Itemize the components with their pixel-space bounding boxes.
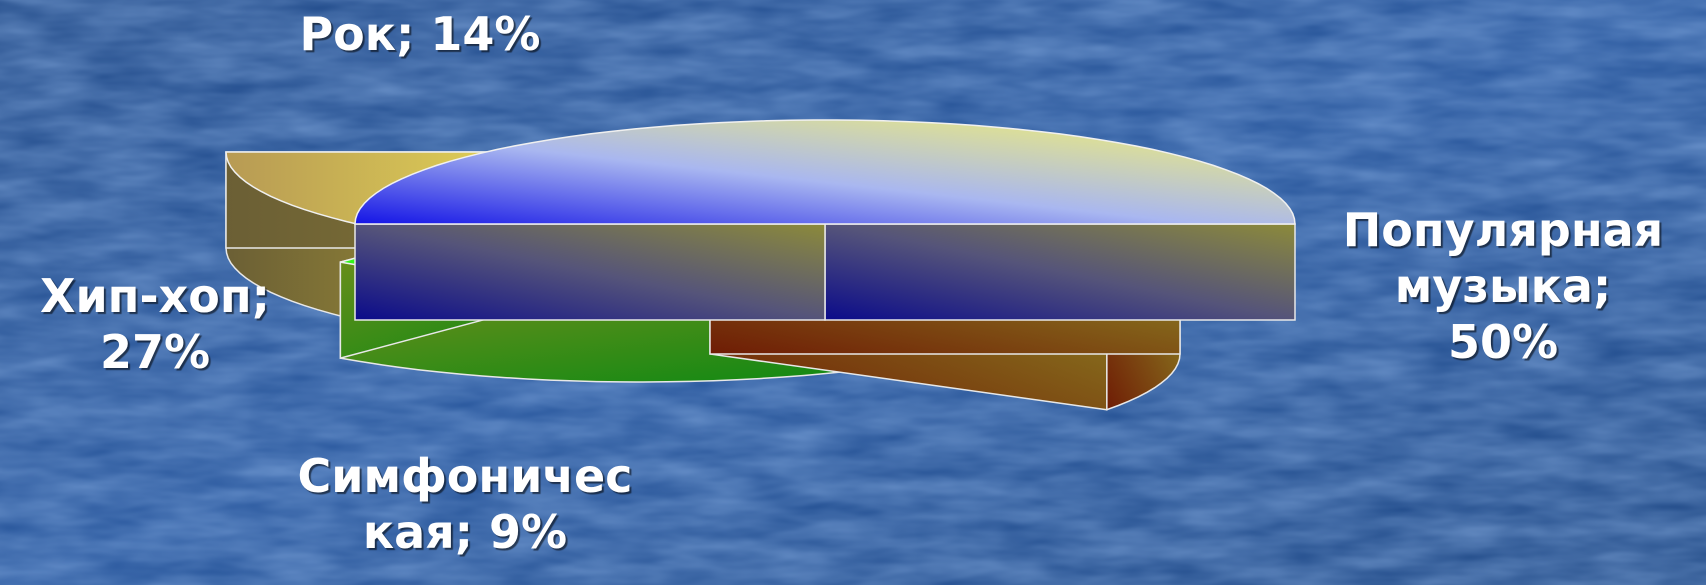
pie-slices: [225, 119, 1296, 411]
slice-label-rock-line: Рок; 14%: [299, 7, 541, 61]
slice-popular: [354, 119, 1296, 321]
slice-label-symphonic-line-1: Симфоничес: [297, 449, 633, 503]
slice-label-hiphop-line-1: Хип-хоп;: [39, 269, 271, 323]
slice-popular-wall-start: [824, 223, 1296, 321]
slice-label-symphonic-line-2: кая; 9%: [362, 505, 568, 559]
slice-popular-wall-end: [354, 223, 826, 321]
slice-label-hiphop: Хип-хоп; 27%: [0, 268, 310, 380]
slice-label-popular: Популярная музыка; 50%: [1300, 202, 1706, 370]
slice-label-hiphop-line-2: 27%: [99, 325, 211, 379]
slice-label-popular-line-1: Популярная: [1342, 203, 1664, 257]
slice-label-popular-line-2: музыка;: [1394, 259, 1612, 313]
slice-label-popular-line-3: 50%: [1447, 315, 1559, 369]
slice-label-symphonic: Симфоничес кая; 9%: [250, 448, 680, 560]
slice-label-rock: Рок; 14%: [260, 6, 580, 62]
slice-popular-top: [354, 119, 1296, 225]
